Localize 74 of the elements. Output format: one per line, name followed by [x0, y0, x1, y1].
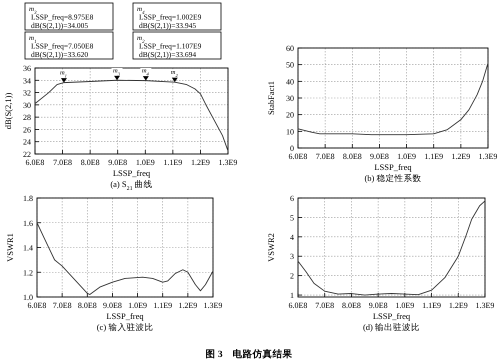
x-tick-label: 1.3E9 [476, 301, 494, 310]
y-tick-label: 30 [23, 100, 31, 110]
y-tick-label: 28 [23, 113, 31, 122]
text: (c) 输入驻波比 [96, 322, 154, 332]
x-tick-label: 7.0E8 [315, 301, 334, 310]
text: (b) 稳定性系数 [364, 173, 422, 183]
y-tick-label: 0 [290, 144, 294, 153]
y-tick-label: 1.0 [23, 293, 33, 302]
y-tick-label: 34 [23, 76, 31, 86]
x-tick-label: 8.0E8 [80, 158, 100, 167]
y-tick-label: 20 [286, 110, 294, 120]
y-axis-title: StabFact1 [266, 81, 276, 115]
y-axis-title: dB(S(2,1)) [3, 92, 13, 130]
y-axis-title: VSWR1 [5, 233, 15, 262]
x-tick-label: 1.2E9 [448, 301, 468, 310]
x-tick-label: 1.1E9 [153, 301, 172, 310]
x-tick-label: 1.0E9 [128, 301, 148, 310]
caption: 图 3 电路仿真结果 [205, 348, 294, 360]
y-tick-label: 1 [290, 291, 294, 300]
line-series [36, 222, 214, 295]
x-tick-label: 1.3E9 [204, 301, 222, 310]
x-tick-label: 9.0E8 [102, 301, 122, 310]
line-series [298, 62, 488, 136]
x-axis-title: LSSP_freq [372, 311, 411, 321]
y-tick-label: 6 [290, 194, 294, 203]
x-tick-label: 6.0E8 [288, 301, 308, 310]
y-tick-label: 4 [290, 232, 294, 242]
y-tick-label: 36 [23, 64, 31, 73]
x-tick-label: 1.2E9 [451, 152, 470, 161]
x-tick-label: 8.0E8 [78, 301, 97, 310]
y-tick-label: 3 [290, 252, 294, 262]
x-tick-label: 1.3E9 [218, 158, 238, 167]
x-tick-label: 6.0E8 [288, 152, 308, 161]
y-tick-label: 1.2 [23, 268, 33, 278]
y-tick-label: 2 [290, 272, 294, 281]
y-tick-label: 5 [290, 213, 294, 222]
y-tick-label: 24 [23, 138, 31, 147]
x-axis-title: LSSP_freq [112, 168, 151, 178]
text: (d) 输出驻波比 [362, 322, 420, 332]
y-tick-label: 1.8 [23, 194, 33, 203]
x-tick-label: 1.0E9 [397, 152, 416, 161]
x-tick-label: 1.1E9 [422, 301, 442, 310]
y-axis-title: VSWR2 [266, 233, 276, 262]
y-tick-label: 60 [286, 44, 294, 53]
x-tick-label: 6.0E8 [26, 158, 44, 167]
y-tick-label: 50 [286, 60, 294, 70]
x-tick-label: 1.1E9 [424, 152, 444, 161]
y-tick-label: 32 [23, 88, 31, 98]
y-tick-label: 30 [286, 94, 294, 103]
x-tick-label: 7.0E8 [53, 158, 72, 167]
text: (a) S$_{21}$ 曲线 [110, 179, 153, 192]
x-tick-label: 7.0E8 [52, 301, 72, 310]
x-tick-label: 1.2E9 [190, 158, 210, 167]
x-tick-label: 8.0E8 [342, 152, 362, 161]
x-tick-label: 1.1E9 [163, 158, 182, 167]
x-tick-label: 1.3E9 [478, 152, 498, 161]
x-tick-label: 6.0E8 [28, 301, 46, 310]
y-tick-label: 26 [23, 125, 31, 134]
x-axis-title: LSSP_freq [374, 162, 412, 172]
y-tick-label: 40 [286, 77, 294, 86]
y-tick-label: 10 [286, 127, 294, 136]
x-tick-label: 9.0E8 [368, 301, 388, 310]
x-axis-title: LSSP_freq [106, 311, 144, 321]
x-tick-label: 1.2E9 [178, 301, 198, 310]
x-tick-label: 9.0E8 [108, 158, 128, 167]
line-series [298, 200, 486, 296]
y-tick-label: 22 [23, 150, 31, 159]
y-tick-label: 1.4 [23, 244, 33, 252]
y-tick-label: 1.6 [23, 218, 33, 228]
x-tick-label: 1.0E9 [136, 158, 155, 167]
x-tick-label: 1.0E9 [395, 301, 414, 310]
x-tick-label: 9.0E8 [370, 152, 389, 161]
x-tick-label: 8.0E8 [342, 301, 361, 310]
x-tick-label: 7.0E8 [316, 152, 335, 161]
